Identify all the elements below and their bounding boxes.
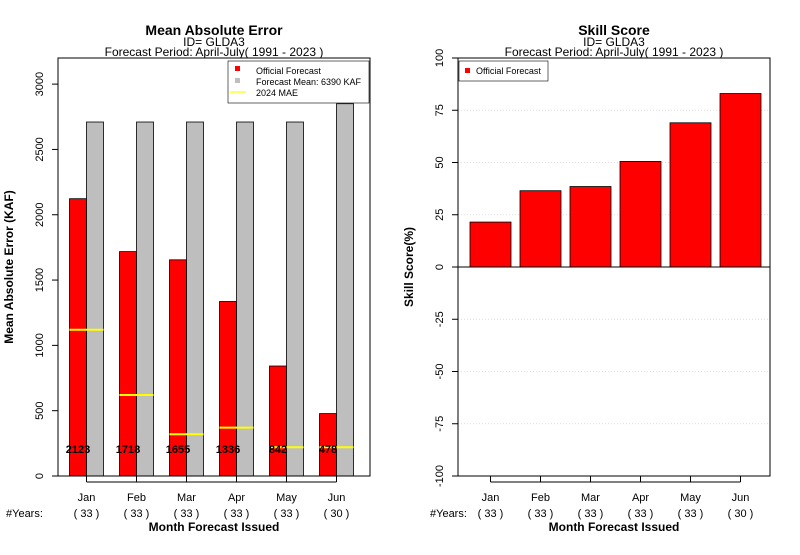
mae-official-bar xyxy=(269,365,287,477)
skill-y-tick-label: 75 xyxy=(434,104,446,116)
mae-x-tick-label: May xyxy=(276,492,297,504)
mae-subtitle-period: Forecast Period: April-July( 1991 - 2023… xyxy=(105,45,324,59)
mae-2024-lines xyxy=(69,328,354,449)
skill-years-count: ( 30 ) xyxy=(728,508,754,520)
skill-y-tick-label: -50 xyxy=(434,364,446,380)
mae-data-labels: 2123 1718 1655 1336 842 478 xyxy=(66,444,337,456)
mae-legend-swatch-official xyxy=(235,66,240,71)
mae-legend-official: Official Forecast xyxy=(256,66,321,76)
mae-data-label: 842 xyxy=(269,444,287,456)
mae-y-tick-label: 1000 xyxy=(34,333,46,357)
mae-y-axis: 0 500 1000 1500 2000 2500 3000 xyxy=(34,72,58,479)
mae-y-tick-label: 0 xyxy=(34,473,46,479)
mae-x-tick-label: Mar xyxy=(177,492,196,504)
mae-plot-frame xyxy=(57,57,371,477)
mae-y-tick-label: 3000 xyxy=(34,72,46,96)
skill-subtitle-period: Forecast Period: April-July( 1991 - 2023… xyxy=(505,45,724,59)
skill-legend-box xyxy=(458,60,549,82)
skill-bar xyxy=(569,186,612,268)
mae-x-axis-label: Month Forecast Issued xyxy=(149,520,280,534)
mae-data-label: 2123 xyxy=(66,444,90,456)
skill-y-tick-label: 0 xyxy=(434,264,446,270)
mae-years-count: ( 33 ) xyxy=(174,508,200,520)
skill-years-label: #Years: xyxy=(430,508,467,520)
mae-data-label: 1718 xyxy=(116,444,140,456)
skill-bar xyxy=(719,93,762,268)
mae-x-axis: Jan ( 33 ) Feb ( 33 ) Mar ( 33 ) Apr ( 33 ) May (… xyxy=(74,476,350,520)
mae-legend: Official Forecast Forecast Mean: 6390 KA… xyxy=(227,60,370,104)
skill-bar xyxy=(619,161,662,268)
skill-y-axis: -100 -75 -50 -25 0 25 50 75 100 xyxy=(434,49,458,487)
mae-years-count: ( 33 ) xyxy=(224,508,250,520)
skill-x-tick-label: Jan xyxy=(482,492,500,504)
mae-x-tick-label: Apr xyxy=(228,492,245,504)
mae-y-tick-label: 2500 xyxy=(34,137,46,161)
mae-years-count: ( 30 ) xyxy=(324,508,350,520)
mae-y-tick-label: 2000 xyxy=(34,203,46,227)
skill-chart: Skill Score ID= GLDA3 Forecast Period: A… xyxy=(402,22,771,534)
skill-x-tick-label: Apr xyxy=(632,492,649,504)
mae-years-count: ( 33 ) xyxy=(274,508,300,520)
skill-years-count: ( 33 ) xyxy=(628,508,654,520)
mae-subtitle-id: ID= GLDA3 xyxy=(183,35,245,49)
skill-legend-swatch-official xyxy=(465,68,470,73)
mae-chart: Mean Absolute Error ID= GLDA3 Forecast P… xyxy=(2,22,371,534)
skill-x-tick-label: May xyxy=(680,492,701,504)
mae-y-axis-label: Mean Absolute Error (KAF) xyxy=(2,190,16,344)
skill-legend: Official Forecast xyxy=(458,60,549,82)
mae-mean-bar xyxy=(136,121,154,477)
skill-y-tick-label: 100 xyxy=(434,49,446,67)
mae-title: Mean Absolute Error xyxy=(145,22,283,38)
mae-years-count: ( 33 ) xyxy=(124,508,150,520)
mae-legend-box xyxy=(227,60,370,104)
skill-y-tick-label: 50 xyxy=(434,156,446,168)
mae-official-bar xyxy=(69,198,87,477)
skill-bar xyxy=(519,190,562,268)
skill-y-tick-label: -25 xyxy=(434,311,446,327)
skill-years-count: ( 33 ) xyxy=(678,508,704,520)
skill-years-count: ( 33 ) xyxy=(578,508,604,520)
mae-years-count: ( 33 ) xyxy=(74,508,100,520)
skill-bar xyxy=(669,122,712,268)
skill-x-axis-label: Month Forecast Issued xyxy=(549,520,680,534)
mae-official-bar xyxy=(119,251,137,477)
mae-data-label: 478 xyxy=(319,444,337,456)
mae-mean-bar xyxy=(286,121,304,477)
skill-bar xyxy=(469,221,512,268)
skill-x-tick-label: Jun xyxy=(732,492,750,504)
mae-x-tick-label: Jun xyxy=(328,492,346,504)
skill-years-count: ( 33 ) xyxy=(528,508,554,520)
skill-years-count: ( 33 ) xyxy=(478,508,504,520)
mae-x-tick-label: Feb xyxy=(127,492,146,504)
mae-legend-swatch-mean xyxy=(235,78,240,83)
skill-legend-official: Official Forecast xyxy=(476,66,541,76)
mae-mean-bar xyxy=(336,103,354,477)
mae-data-label: 1336 xyxy=(216,444,240,456)
mae-x-tick-label: Jan xyxy=(78,492,96,504)
skill-y-tick-label: -100 xyxy=(434,465,446,487)
skill-x-tick-label: Feb xyxy=(531,492,550,504)
mae-legend-2024: 2024 MAE xyxy=(256,88,298,98)
skill-y-tick-label: -75 xyxy=(434,416,446,432)
mae-mean-bar xyxy=(86,121,104,477)
skill-x-axis: Jan ( 33 ) Feb ( 33 ) Mar ( 33 ) Apr ( 33 ) May (… xyxy=(478,476,754,520)
mae-bars xyxy=(69,103,354,477)
mae-y-tick-label: 1500 xyxy=(34,268,46,292)
mae-legend-mean: Forecast Mean: 6390 KAF xyxy=(256,77,362,87)
skill-y-tick-label: 25 xyxy=(434,209,446,221)
skill-bars xyxy=(469,93,762,268)
mae-mean-bar xyxy=(186,121,204,477)
skill-title: Skill Score xyxy=(578,22,650,38)
mae-years-label: #Years: xyxy=(6,508,43,520)
mae-y-tick-label: 500 xyxy=(34,402,46,420)
skill-x-tick-label: Mar xyxy=(581,492,600,504)
skill-subtitle-id: ID= GLDA3 xyxy=(583,35,645,49)
mae-mean-bar xyxy=(236,121,254,477)
skill-y-axis-label: Skill Score(%) xyxy=(402,227,416,307)
mae-data-label: 1655 xyxy=(166,444,190,456)
